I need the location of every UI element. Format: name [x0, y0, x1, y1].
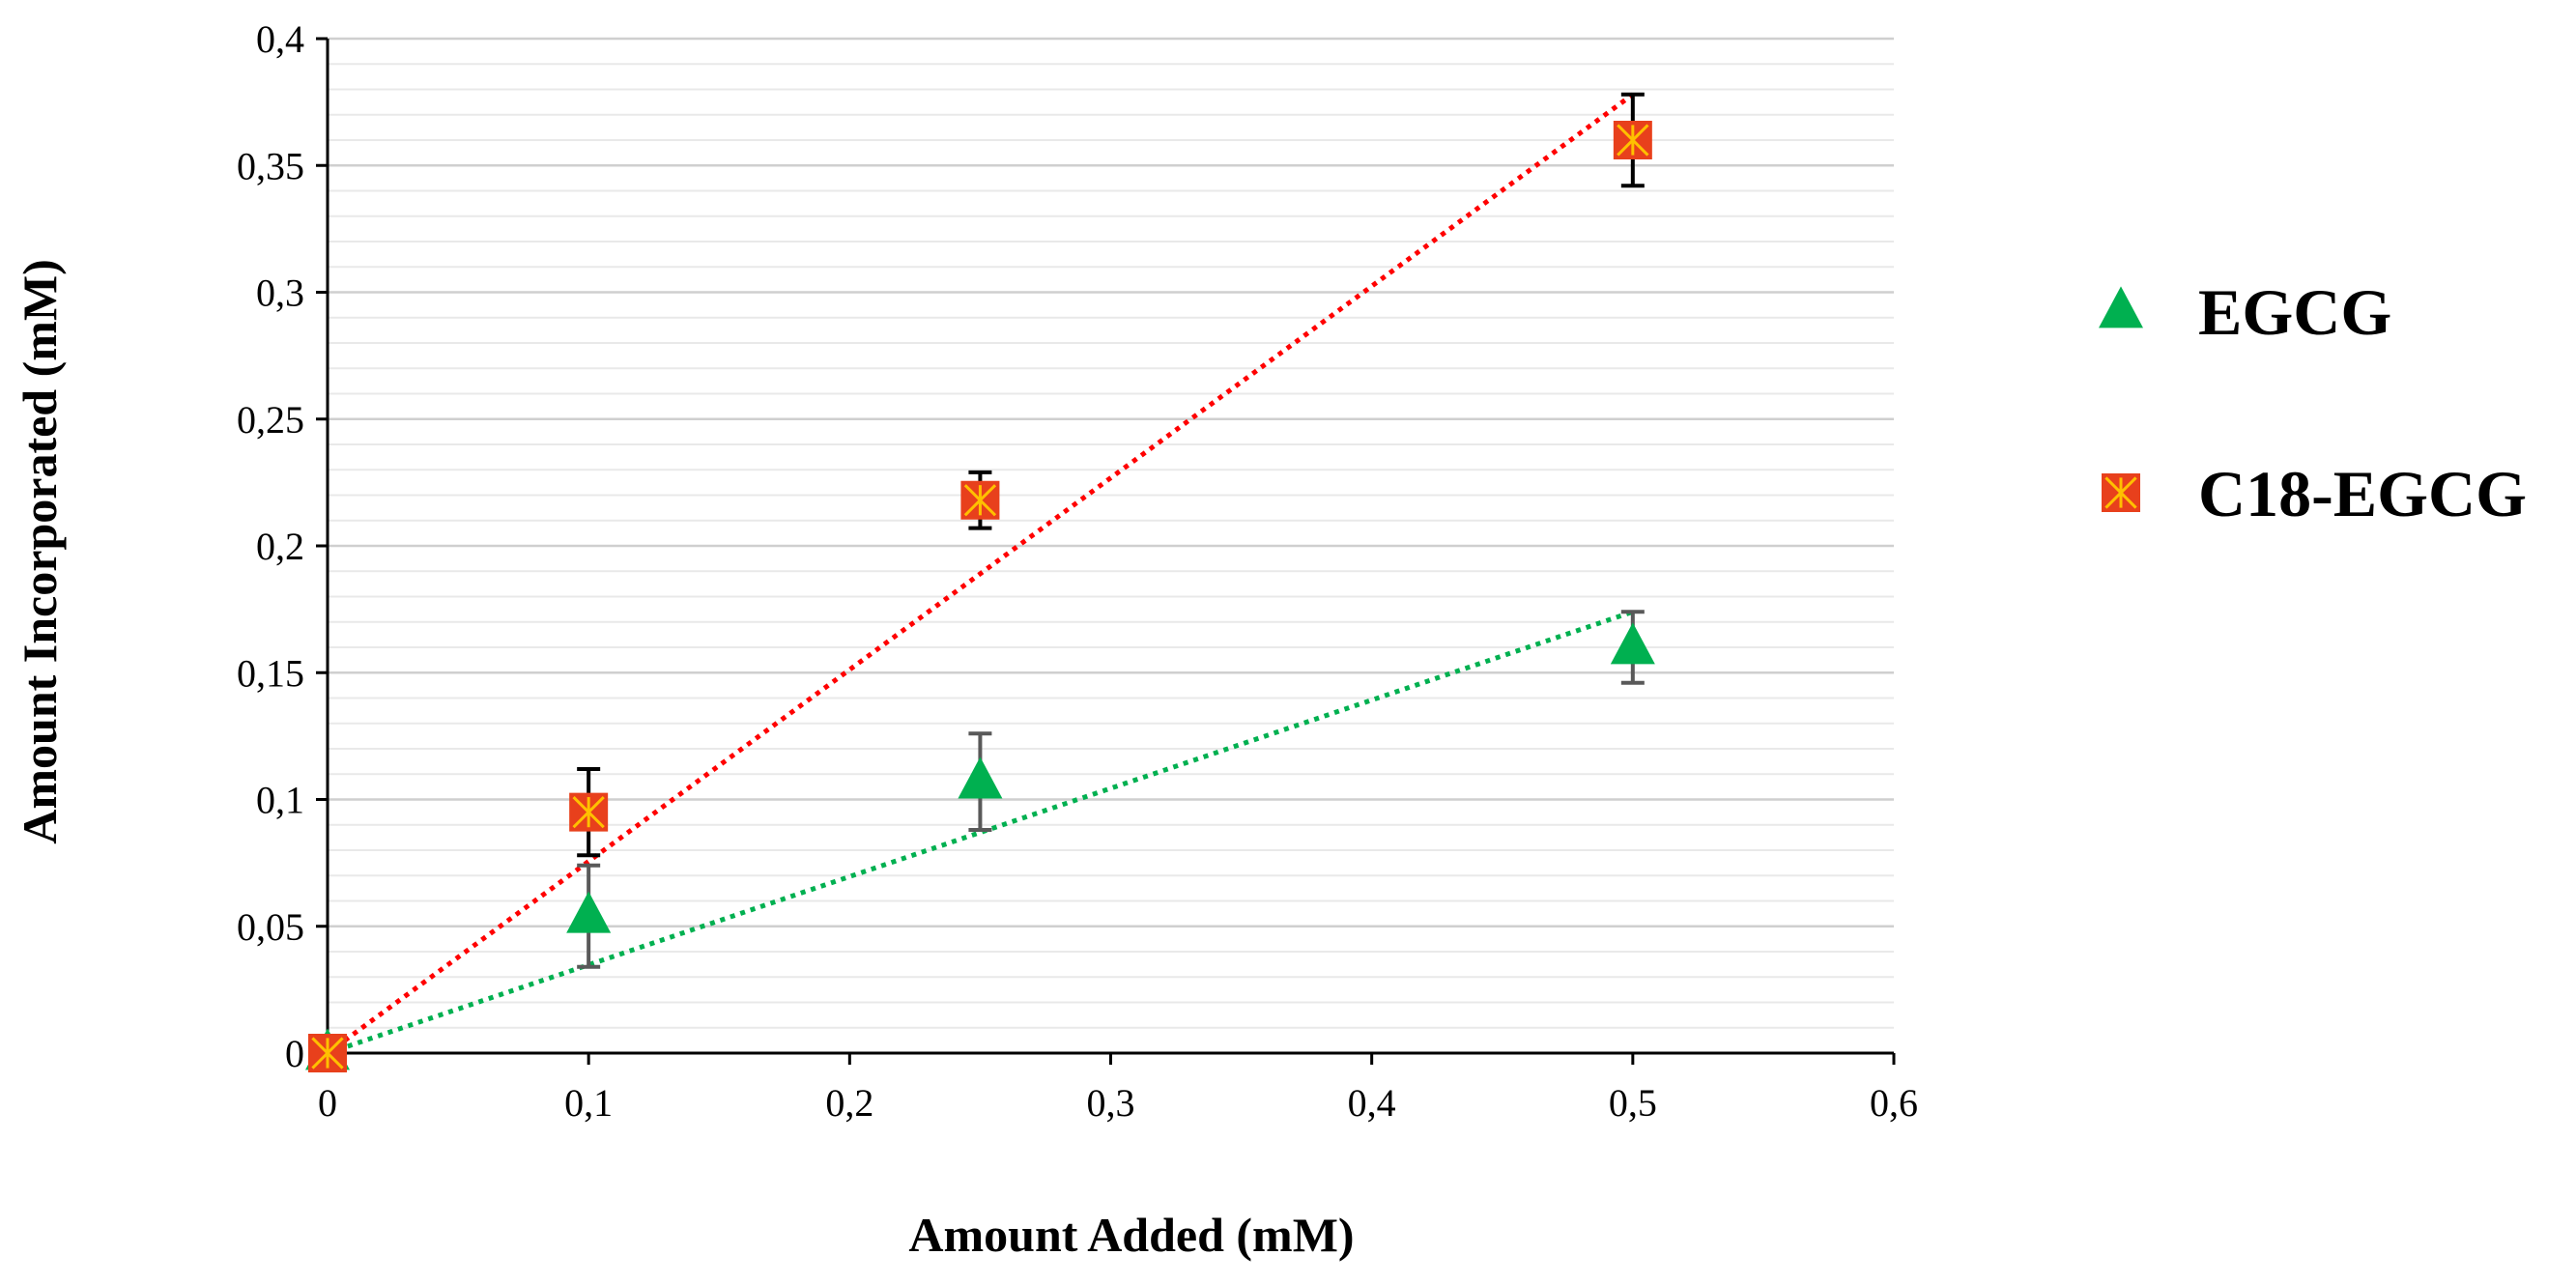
point-c18-egcg: [1613, 121, 1652, 159]
x-tick-label: 0,6: [1870, 1081, 1918, 1125]
x-tick-label: 0,4: [1348, 1081, 1396, 1125]
legend-label: C18-EGCG: [2198, 457, 2527, 530]
y-tick-label: 0,05: [237, 905, 304, 949]
point-egcg: [566, 891, 612, 933]
x-tick-label: 0,3: [1087, 1081, 1135, 1125]
axes: [316, 37, 1896, 1065]
point-c18-egcg: [569, 792, 609, 832]
legend: EGCG C18-EGCG: [2099, 275, 2527, 530]
y-tick-label: 0,15: [237, 651, 304, 695]
y-axis-title: Amount Incorporated (mM): [13, 259, 67, 843]
point-egcg: [958, 756, 1003, 799]
y-tick-label: 0,4: [256, 17, 304, 61]
x-axis-title: Amount Added (mM): [908, 1208, 1354, 1262]
legend-item-egcg: EGCG: [2099, 275, 2391, 349]
trendline-c18-egcg: [326, 92, 1635, 1056]
y-tick-label: 0: [285, 1032, 304, 1075]
trendline-egcg: [327, 609, 1634, 1056]
point-c18-egcg: [960, 480, 1000, 520]
point-c18-egcg: [308, 1034, 347, 1072]
y-tick-label: 0,1: [256, 779, 304, 822]
legend-marker-square: [2102, 473, 2140, 512]
error-bars: [577, 92, 1645, 969]
legend-marker-triangle: [2099, 286, 2143, 328]
legend-item-c18-egcg: C18-EGCG: [2102, 457, 2527, 530]
legend-label: EGCG: [2198, 275, 2391, 349]
tick-labels: 0 0,05 0,1 0,15 0,2 0,25 0,3 0,35 0,4 0 0,1 0,2 0,3 0…: [237, 17, 1918, 1125]
x-tick-label: 0: [318, 1081, 337, 1125]
y-tick-label: 0,25: [237, 398, 304, 442]
y-tick-label: 0,2: [256, 525, 304, 568]
point-egcg: [1610, 622, 1655, 665]
x-tick-label: 0,5: [1609, 1081, 1657, 1125]
y-tick-label: 0,35: [237, 144, 304, 187]
x-tick-label: 0,2: [825, 1081, 873, 1125]
y-tick-label: 0,3: [256, 271, 304, 315]
data-points: [305, 121, 1655, 1072]
x-tick-label: 0,1: [564, 1081, 613, 1125]
grid: [328, 37, 1894, 1029]
trendlines: [326, 92, 1635, 1056]
